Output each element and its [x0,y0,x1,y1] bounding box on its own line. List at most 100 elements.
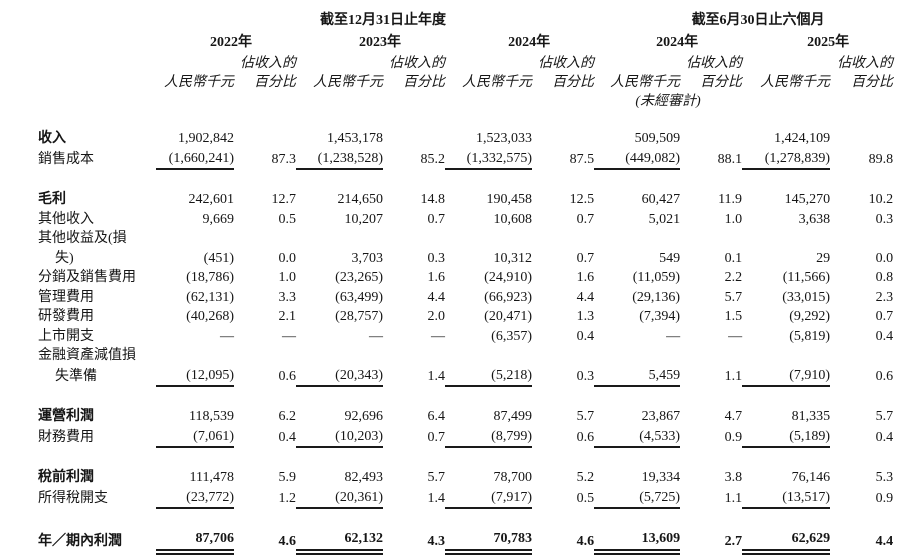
percent-cell: 0.4 [875,328,894,344]
row-label: 失準備 [55,368,97,384]
percent-cell: 0.9 [875,490,894,506]
percent-cell: 1.1 [724,368,743,384]
percent-cell [532,229,594,249]
percent-cell: 0.7 [427,211,446,227]
amount-cell: (62,131) [186,289,234,305]
percent-cell: 5.7 [427,470,446,485]
percent-cell: 12.7 [271,192,297,207]
rmb-thousand-label: 人民幣千元 [610,75,681,90]
amount-cell: (29,136) [632,289,681,305]
percent-cell: 0.3 [427,250,446,266]
row-label: 銷售成本 [38,151,94,167]
row-label: 稅前利潤 [38,470,94,485]
percent-cell: 14.8 [420,192,446,207]
percent-cell: 3.8 [724,470,743,485]
percent-cell: 0.3 [875,211,894,227]
percentage-label: 百分比 [552,75,595,90]
percent-cell: 0.3 [576,368,595,384]
amount-cell: (1,278,839) [742,148,831,170]
amount-cell: 509,509 [634,131,681,146]
year-2022: 2022年 [210,35,252,50]
amount-cell: 242,601 [188,192,235,207]
amount-cell [594,229,680,249]
percent-cell: 5.7 [576,409,595,424]
rmb-thousand-label: 人民幣千元 [164,75,234,90]
amount-cell: — [220,328,234,344]
percent-cell [680,129,742,149]
row-spacer [38,169,893,190]
amount-cell [296,229,383,249]
table-row: 失) (451) 0.0 3,703 0.3 10,312 0.7 549 0.1 29 0.0 [38,249,893,269]
percentage-label: 百分比 [700,75,743,90]
percent-cell: 2.2 [724,270,743,285]
table-row: 運營利潤 118,539 6.2 92,696 6.4 87,499 5.7 23,867 4.… [38,407,893,427]
income-statement-table: 截至12月31日止年度 截至6月30日止六個月 2022年 2023年 2024… [38,10,893,555]
table-row: 金融資產減值損 [38,346,893,366]
amount-cell: 29 [816,250,831,266]
percent-cell: — [282,328,296,344]
percent-cell: 0.5 [576,490,595,506]
amount-cell: 145,270 [784,192,831,207]
percent-cell: 0.4 [576,328,595,344]
percent-cell: 1.4 [427,368,446,384]
percent-cell: 0.8 [875,270,894,285]
table-row: 失準備 (12,095) 0.6 (20,343) 1.4 (5,218) 0.3 5,459… [38,365,893,387]
percent-cell: 1.5 [724,309,743,324]
percent-cell: 4.4 [875,534,894,549]
percent-cell: 1.1 [724,490,743,506]
percent-cell: 5.3 [875,470,894,485]
amount-cell: (66,923) [484,289,532,305]
amount-cell: 9,669 [202,211,235,227]
amount-cell: 5,459 [594,365,681,387]
table-header: 截至12月31日止年度 截至6月30日止六個月 2022年 2023年 2024… [38,10,893,129]
amount-cell: 549 [659,250,681,266]
amount-cell: (5,189) [742,426,831,448]
percent-cell: 4.4 [576,289,595,305]
percent-cell: 2.3 [875,289,894,305]
row-label: 失) [55,250,74,266]
amount-cell: (33,015) [782,289,831,305]
pct-of-revenue-label: 佔收入的 [538,56,595,71]
amount-cell: (7,061) [156,426,234,448]
amount-cell [594,346,680,366]
amount-cell [742,229,830,249]
amount-cell: (1,660,241) [156,148,234,170]
percent-cell: — [728,328,743,344]
pct-of-revenue-row: 佔收入的 佔收入的 佔收入的 佔收入的 佔收入的 [38,54,893,73]
amount-cell: — [369,328,383,344]
amount-cell: 60,427 [641,192,681,207]
table-row: 年／期內利潤 87,706 4.6 62,132 4.3 70,783 4.6 13,609 2… [38,529,894,555]
row-label: 金融資產減值損 [38,348,136,363]
amount-cell: (23,772) [156,487,234,509]
amount-cell: (20,361) [296,487,383,509]
amount-cell: (9,292) [789,309,831,324]
amount-cell: 10,312 [493,250,533,266]
amount-cell [742,346,830,366]
amount-cell: 82,493 [344,470,384,485]
table-row: 其他收益及(損 [38,229,893,249]
amount-cell: 76,146 [791,470,831,485]
percent-cell [830,129,893,149]
percent-cell: 1.4 [427,490,446,506]
amount-cell: 81,335 [791,409,831,424]
percent-cell [383,129,445,149]
amount-cell: (18,786) [186,270,234,285]
amount-cell: (13,517) [742,487,831,509]
percent-cell: 4.6 [278,534,297,549]
percent-cell: 0.0 [278,250,297,266]
amount-cell: (5,819) [789,328,831,344]
percent-cell: 6.2 [278,409,297,424]
rmb-thousand-label: 人民幣千元 [313,75,383,90]
percent-cell: 87.5 [569,151,595,167]
row-label: 分銷及銷售費用 [38,270,136,285]
table-row: 上市開支 — — — — (6,357) 0.4 — — (5,819) 0.4 [38,327,893,347]
amount-cell: (449,082) [594,148,681,170]
percent-cell [383,229,445,249]
amount-cell: (1,332,575) [445,148,532,170]
percent-cell [383,346,445,366]
table-body: 收入 1,902,842 1,453,178 1,523,033 509,509 1,42… [38,129,894,555]
table-row: 財務費用 (7,061) 0.4 (10,203) 0.7 (8,799) 0.6 (4,53… [38,426,893,448]
rmb-thousand-label: 人民幣千元 [760,75,831,90]
amount-cell: (20,471) [484,309,532,324]
amount-cell: (6,357) [491,328,532,344]
